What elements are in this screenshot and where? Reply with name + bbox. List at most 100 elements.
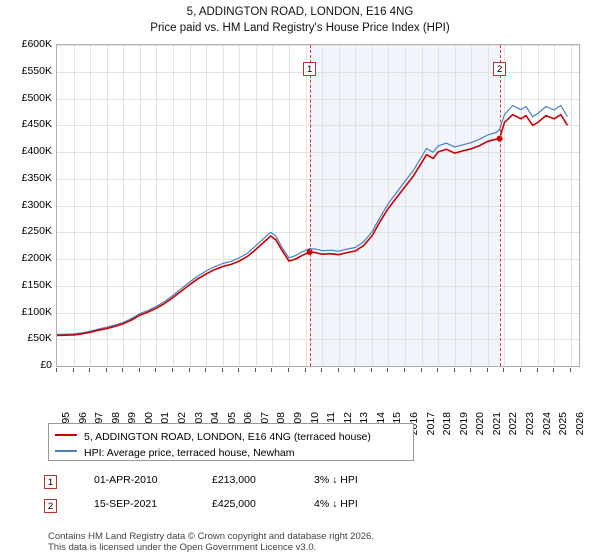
gridline-horizontal [57,152,579,153]
annotation-marker-1[interactable]: 1 [303,62,317,77]
series-line-1 [57,104,568,335]
gridline-vertical [74,45,75,366]
y-tick-label: £0 [40,359,52,371]
x-tick-mark [421,368,422,372]
y-tick-label: £550K [21,64,52,77]
x-tick-mark [338,368,339,372]
gridline-vertical [521,45,522,366]
x-tick-mark [305,368,306,372]
footer-line-2: This data is licensed under the Open Gov… [48,542,317,553]
x-tick-mark [139,368,140,372]
gridline-vertical [471,45,472,366]
gridline-vertical [504,45,505,366]
sale-point-2 [496,135,503,142]
gridline-horizontal [57,99,579,100]
gridline-vertical [107,45,108,366]
x-tick-label: 2021 [490,412,503,436]
x-tick-mark [404,368,405,372]
footer-line-1: Contains HM Land Registry data © Crown c… [48,531,374,542]
y-tick-label: £250K [21,225,52,238]
y-tick-label: £500K [21,91,52,104]
annotation-hpi-delta: 4% ↓ HPI [314,498,358,510]
gridline-vertical [488,45,489,366]
legend: 5, ADDINGTON ROAD, LONDON, E16 4NG (terr… [48,423,414,461]
y-tick-label: £400K [21,145,52,157]
shaded-band-0 [309,45,500,366]
gridline-vertical [422,45,423,366]
gridline-horizontal [57,313,579,314]
y-axis-ticks: £0 £50K £100K £150K £200K £250K £300K £350K £400… [0,39,56,371]
x-tick-mark [271,368,272,372]
gridline-horizontal [57,206,579,207]
x-tick-mark [222,368,223,372]
gridline-horizontal [57,232,579,233]
y-tick-label: £200K [21,252,52,264]
sale-point-1 [306,249,313,255]
x-tick-mark [172,368,173,372]
gridline-vertical [256,45,257,366]
title-line-2: Price paid vs. HM Land Registry's House … [150,22,450,34]
gridline-vertical [289,45,290,366]
annotation-line-1 [310,45,311,366]
gridline-vertical [190,45,191,366]
x-tick-mark [437,368,438,372]
x-tick-mark [354,368,355,372]
x-tick-mark [470,368,471,372]
y-tick-label: £450K [21,118,52,131]
gridline-vertical [355,45,356,366]
x-tick-mark [553,368,554,372]
annotation-line-2 [500,45,501,366]
x-tick-label: 2017 [424,412,437,436]
annotation-table: 1 01-APR-2010 £213,000 3% ↓ HPI 2 15-SEP-2021… [44,472,444,520]
x-tick-mark [56,368,57,372]
annotation-date: 15-SEP-2021 [94,498,158,510]
x-tick-label: 2025 [557,412,570,436]
gridline-vertical [223,45,224,366]
legend-item-1: HPI: Average price, terraced house, Newh… [55,446,295,460]
gridline-vertical [140,45,141,366]
annotation-date: 01-APR-2010 [94,474,158,486]
y-tick-label: £350K [21,171,52,184]
gridline-horizontal [57,259,579,260]
x-tick-mark [122,368,123,372]
gridline-vertical [339,45,340,366]
gridline-vertical [372,45,373,366]
gridline-vertical [90,45,91,366]
x-tick-label: 2024 [540,412,553,436]
x-tick-mark [89,368,90,372]
y-tick-label: £100K [21,305,52,318]
gridline-vertical [405,45,406,366]
y-tick-label: £600K [21,38,52,50]
x-tick-mark [255,368,256,372]
x-tick-mark [570,368,571,372]
gridline-vertical [239,45,240,366]
gridline-vertical [438,45,439,366]
footer: Contains HM Land Registry data © Crown c… [48,531,588,553]
x-tick-mark [73,368,74,372]
x-tick-mark [387,368,388,372]
annotation-marker-2[interactable]: 2 [493,62,507,77]
legend-label-1: HPI: Average price, terraced house, Newh… [84,447,295,459]
page-title: 5, ADDINGTON ROAD, LONDON, E16 4NG Price… [0,4,600,36]
x-tick-label: 2018 [441,412,454,436]
annotation-row: 1 01-APR-2010 £213,000 3% ↓ HPI [44,472,444,496]
y-tick-label: £150K [21,278,52,291]
x-tick-mark [454,368,455,372]
x-tick-label: 2026 [573,412,586,436]
annotation-badge-2: 2 [44,499,57,513]
x-tick-mark [155,368,156,372]
gridline-horizontal [57,286,579,287]
x-tick-label: 2022 [507,412,520,436]
gridline-vertical [173,45,174,366]
x-tick-mark [503,368,504,372]
annotation-price: £213,000 [212,474,256,486]
annotation-price: £425,000 [212,498,256,510]
gridline-horizontal [57,125,579,126]
x-tick-mark [205,368,206,372]
series-lines [57,104,569,337]
series-line-0 [57,113,569,337]
x-tick-mark [371,368,372,372]
gridline-horizontal [57,45,579,46]
gridline-vertical [571,45,572,366]
